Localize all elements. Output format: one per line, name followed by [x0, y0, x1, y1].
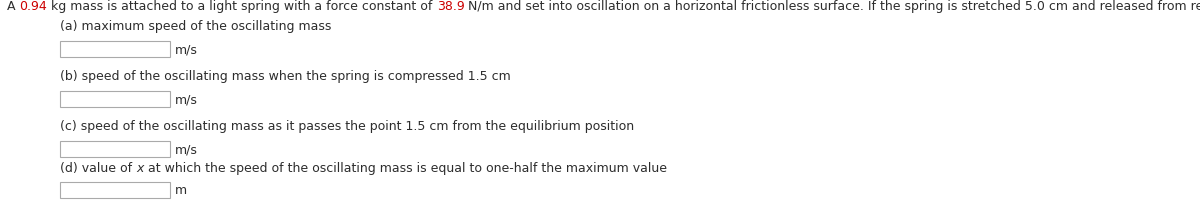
Text: m/s: m/s [175, 43, 198, 56]
Text: at which the speed of the oscillating mass is equal to one-half the maximum valu: at which the speed of the oscillating ma… [144, 161, 666, 174]
Text: (b) speed of the oscillating mass when the spring is compressed 1.5 cm: (b) speed of the oscillating mass when t… [60, 70, 511, 83]
Text: m/s: m/s [175, 93, 198, 106]
Text: m/s: m/s [175, 143, 198, 156]
Text: (a) maximum speed of the oscillating mass: (a) maximum speed of the oscillating mas… [60, 20, 331, 33]
Text: m: m [175, 184, 187, 197]
Text: 0.94: 0.94 [19, 0, 47, 13]
Text: 38.9: 38.9 [437, 0, 464, 13]
Text: (c) speed of the oscillating mass as it passes the point 1.5 cm from the equilib: (c) speed of the oscillating mass as it … [60, 119, 634, 132]
Text: x: x [136, 161, 144, 174]
Text: kg mass is attached to a light spring with a force constant of: kg mass is attached to a light spring wi… [47, 0, 437, 13]
Text: N/m and set into oscillation on a horizontal frictionless surface. If the spring: N/m and set into oscillation on a horizo… [464, 0, 1200, 13]
Text: (d) value of: (d) value of [60, 161, 136, 174]
Text: A: A [7, 0, 19, 13]
